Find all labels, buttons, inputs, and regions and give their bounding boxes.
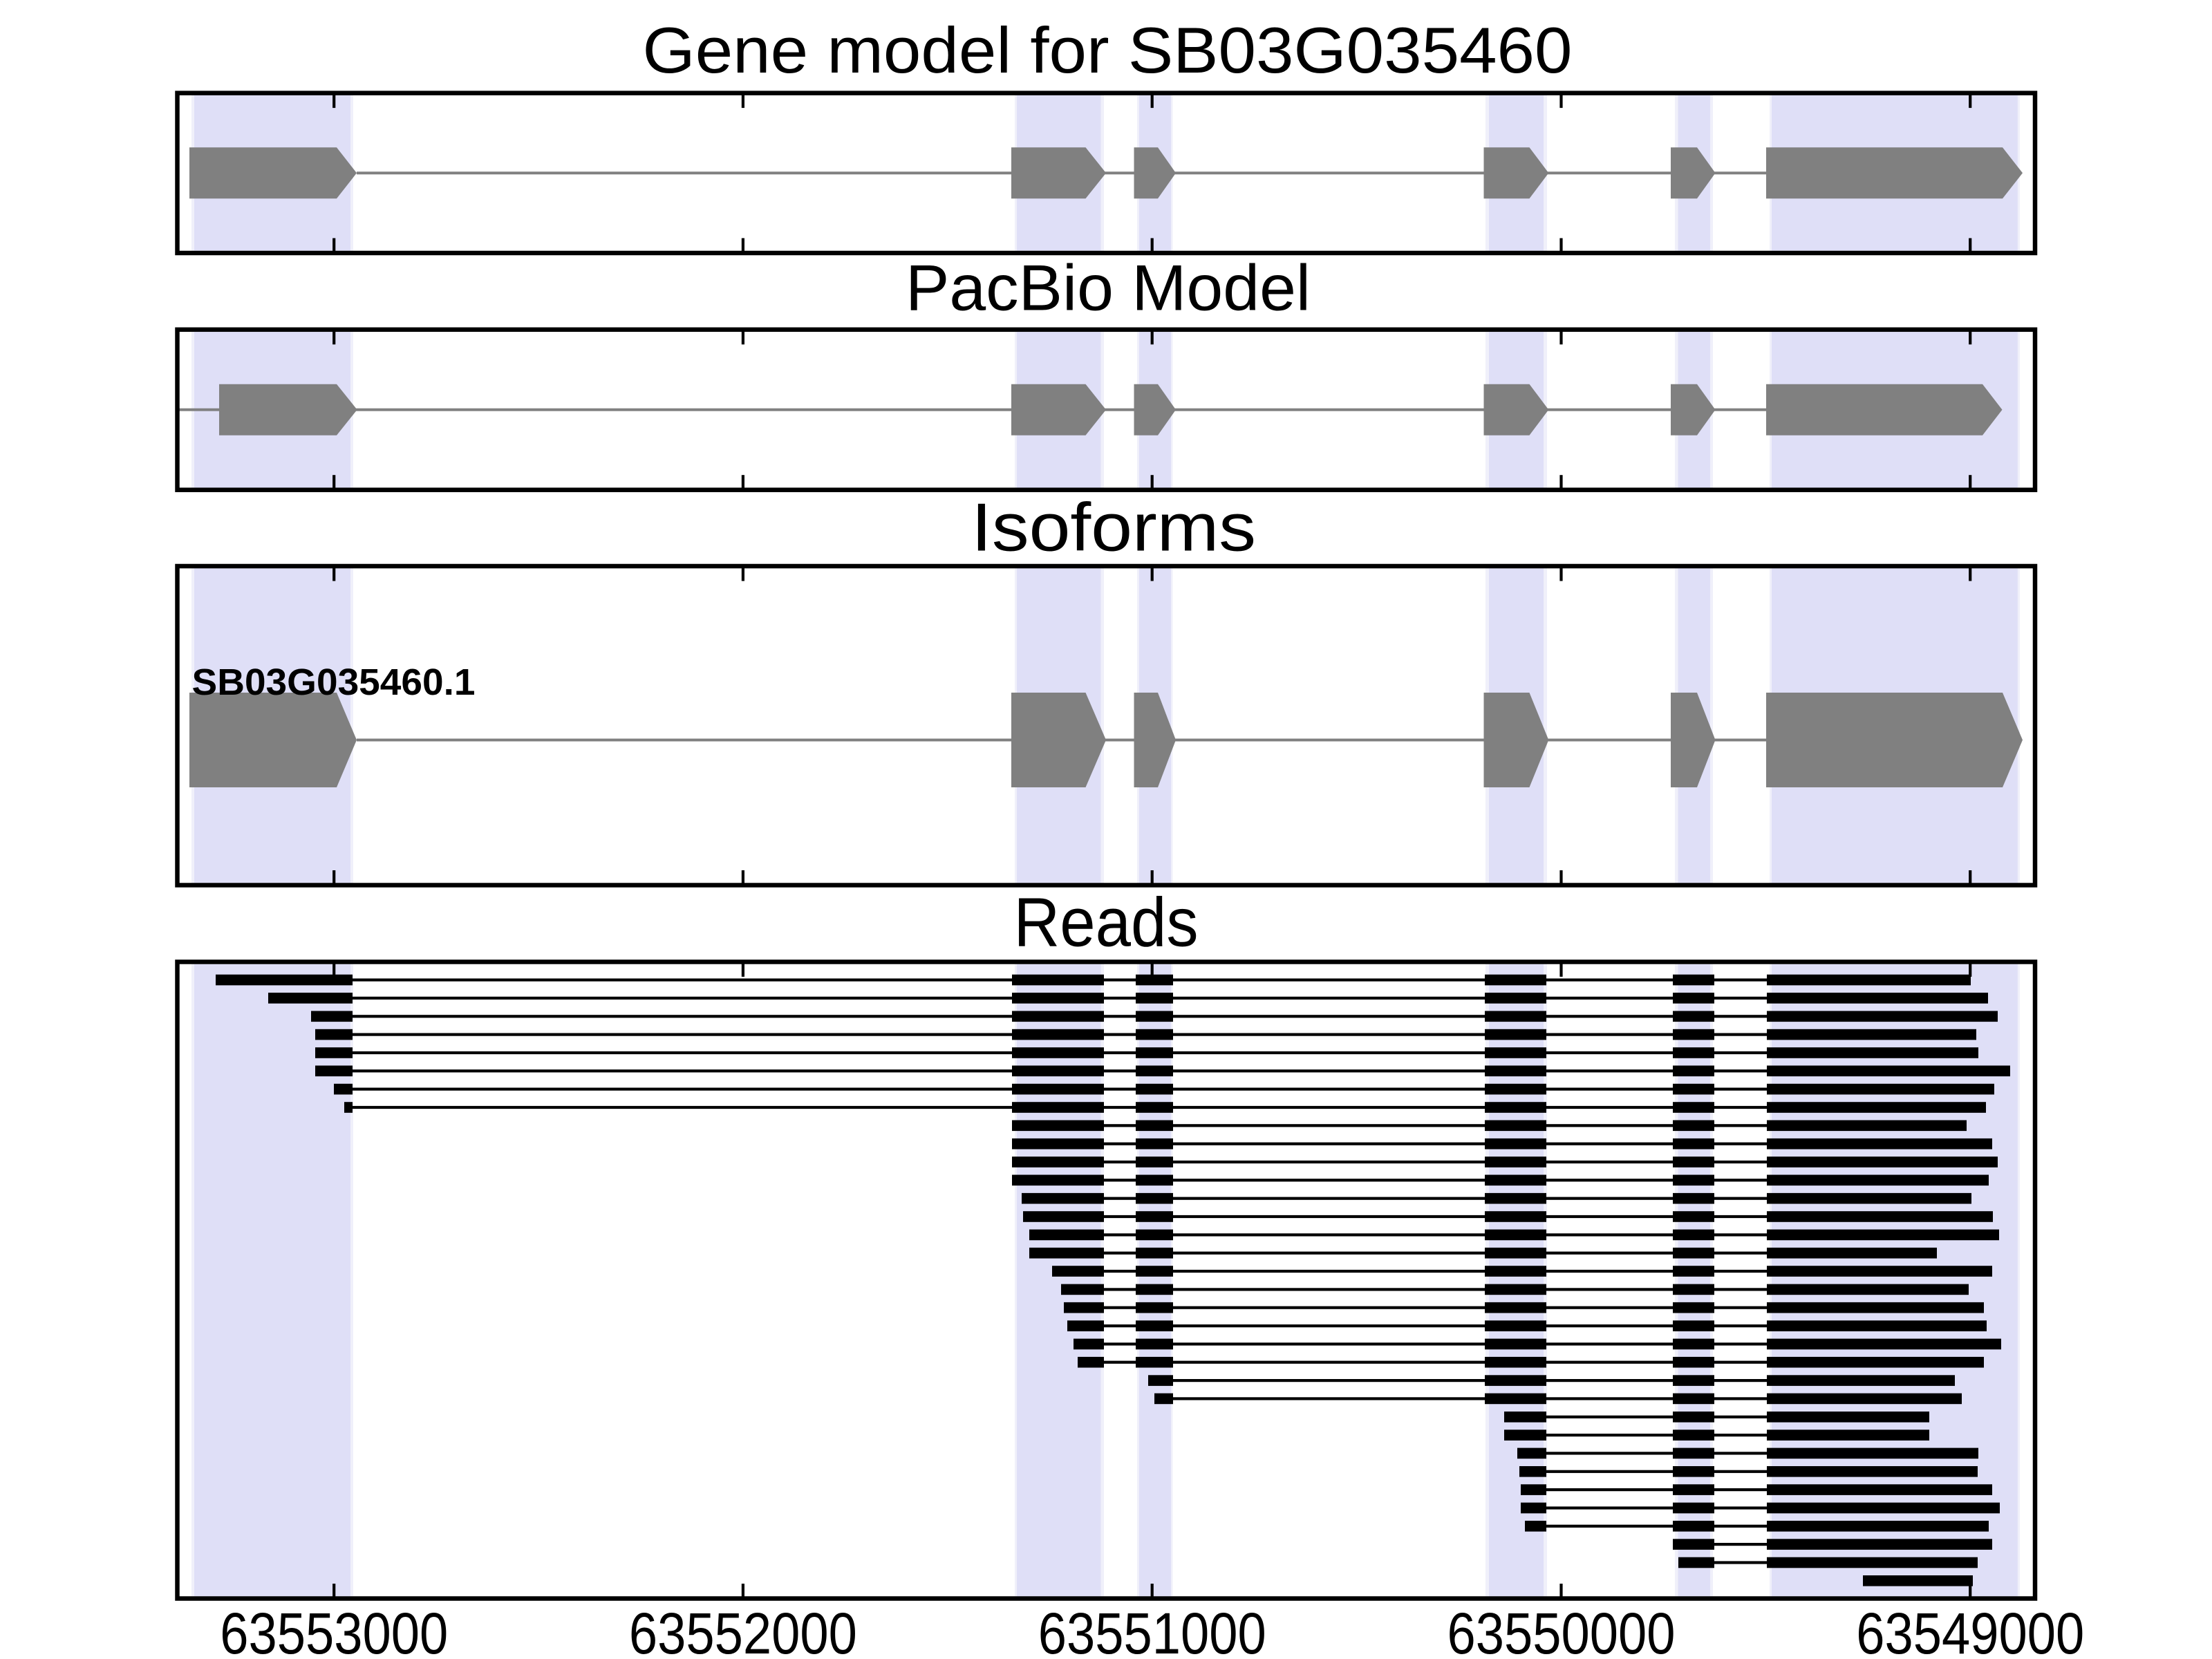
svg-text:63553000: 63553000 — [220, 1601, 448, 1659]
svg-text:63552000: 63552000 — [629, 1601, 857, 1659]
svg-text:PacBio Model: PacBio Model — [906, 252, 1311, 324]
svg-text:63550000: 63550000 — [1447, 1601, 1676, 1659]
svg-text:SB03G035460.1: SB03G035460.1 — [192, 662, 476, 703]
svg-text:63549000: 63549000 — [1856, 1601, 2084, 1659]
svg-text:Isoforms: Isoforms — [971, 489, 1256, 565]
svg-text:Gene model for SB03G035460: Gene model for SB03G035460 — [643, 14, 1573, 86]
svg-text:Reads: Reads — [1014, 884, 1199, 962]
svg-text:63551000: 63551000 — [1038, 1601, 1266, 1659]
